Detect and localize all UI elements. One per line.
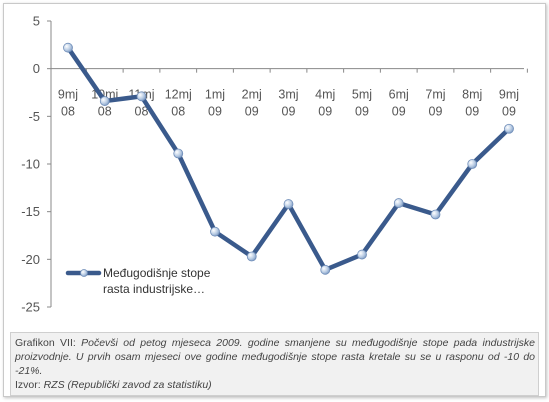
x-tick-label-year: 09 xyxy=(318,105,332,119)
x-tick-label-year: 09 xyxy=(465,105,479,119)
y-tick-label: 0 xyxy=(33,61,40,76)
data-point xyxy=(173,148,184,159)
y-tick-label: -20 xyxy=(21,252,40,267)
y-tick-label: 5 xyxy=(33,14,40,29)
chart-frame: 50-5-10-15-20-259mj0810mj0811mj0812mj081… xyxy=(3,3,546,397)
x-tick-label: 3mj xyxy=(278,88,298,102)
x-tick-label-year: 09 xyxy=(282,105,296,119)
data-point xyxy=(136,91,147,102)
data-point xyxy=(357,249,367,260)
x-tick-label-year: 08 xyxy=(135,105,149,119)
caption-body: Počevši od petog mjeseca 2009. godine sm… xyxy=(15,337,536,377)
x-tick-label-year: 09 xyxy=(355,105,369,119)
series-line xyxy=(65,45,512,273)
legend-label-line1: Međugodišnje stope xyxy=(103,266,211,280)
x-tick-label: 5mj xyxy=(352,88,372,102)
data-point xyxy=(393,198,404,208)
x-tick-label: 4mj xyxy=(315,88,335,102)
x-tick-label: 6mj xyxy=(389,88,409,102)
data-point xyxy=(63,42,73,53)
x-tick-label-year: 09 xyxy=(429,105,443,119)
data-point xyxy=(504,123,514,134)
x-tick-label-year: 09 xyxy=(392,105,406,119)
x-tick-label: 12mj xyxy=(165,88,192,102)
y-tick-label: -10 xyxy=(21,157,40,172)
x-tick-label-year: 09 xyxy=(245,105,259,119)
data-point xyxy=(210,226,220,237)
legend-label-line2: rasta industrijske… xyxy=(103,282,205,296)
x-tick-label: 8mj xyxy=(462,88,482,102)
data-point xyxy=(320,264,331,275)
legend-swatch-marker xyxy=(80,269,88,277)
data-point xyxy=(430,209,441,220)
x-tick-label-year: 08 xyxy=(171,105,185,119)
x-tick-label: 9mj xyxy=(58,88,78,102)
x-tick-label-year: 09 xyxy=(208,105,222,119)
caption-label: Grafikon VII: xyxy=(15,337,76,349)
x-tick-label: 1mj xyxy=(205,88,225,102)
source-label: Izvor: xyxy=(15,379,41,391)
x-tick-label: 2mj xyxy=(242,88,262,102)
y-tick-label: -5 xyxy=(28,109,40,124)
data-point xyxy=(467,159,478,169)
x-tick-label: 9mj xyxy=(499,88,519,102)
data-point xyxy=(99,96,110,106)
source-text: RZS (Republički zavod za statistiku) xyxy=(43,379,212,391)
data-point xyxy=(283,199,294,209)
x-tick-label: 7mj xyxy=(425,88,445,102)
caption-box: Grafikon VII: Počevši od petog mjeseca 2… xyxy=(10,332,539,396)
data-point xyxy=(246,251,257,262)
line-chart: 50-5-10-15-20-259mj0810mj0811mj0812mj081… xyxy=(21,14,528,315)
caption-text: Grafikon VII: Počevši od petog mjeseca 2… xyxy=(15,336,535,392)
x-tick-label-year: 09 xyxy=(502,105,516,119)
y-tick-label: -25 xyxy=(21,300,40,315)
y-tick-label: -15 xyxy=(21,204,40,219)
x-tick-label-year: 08 xyxy=(61,105,75,119)
x-tick-label-year: 08 xyxy=(98,105,112,119)
